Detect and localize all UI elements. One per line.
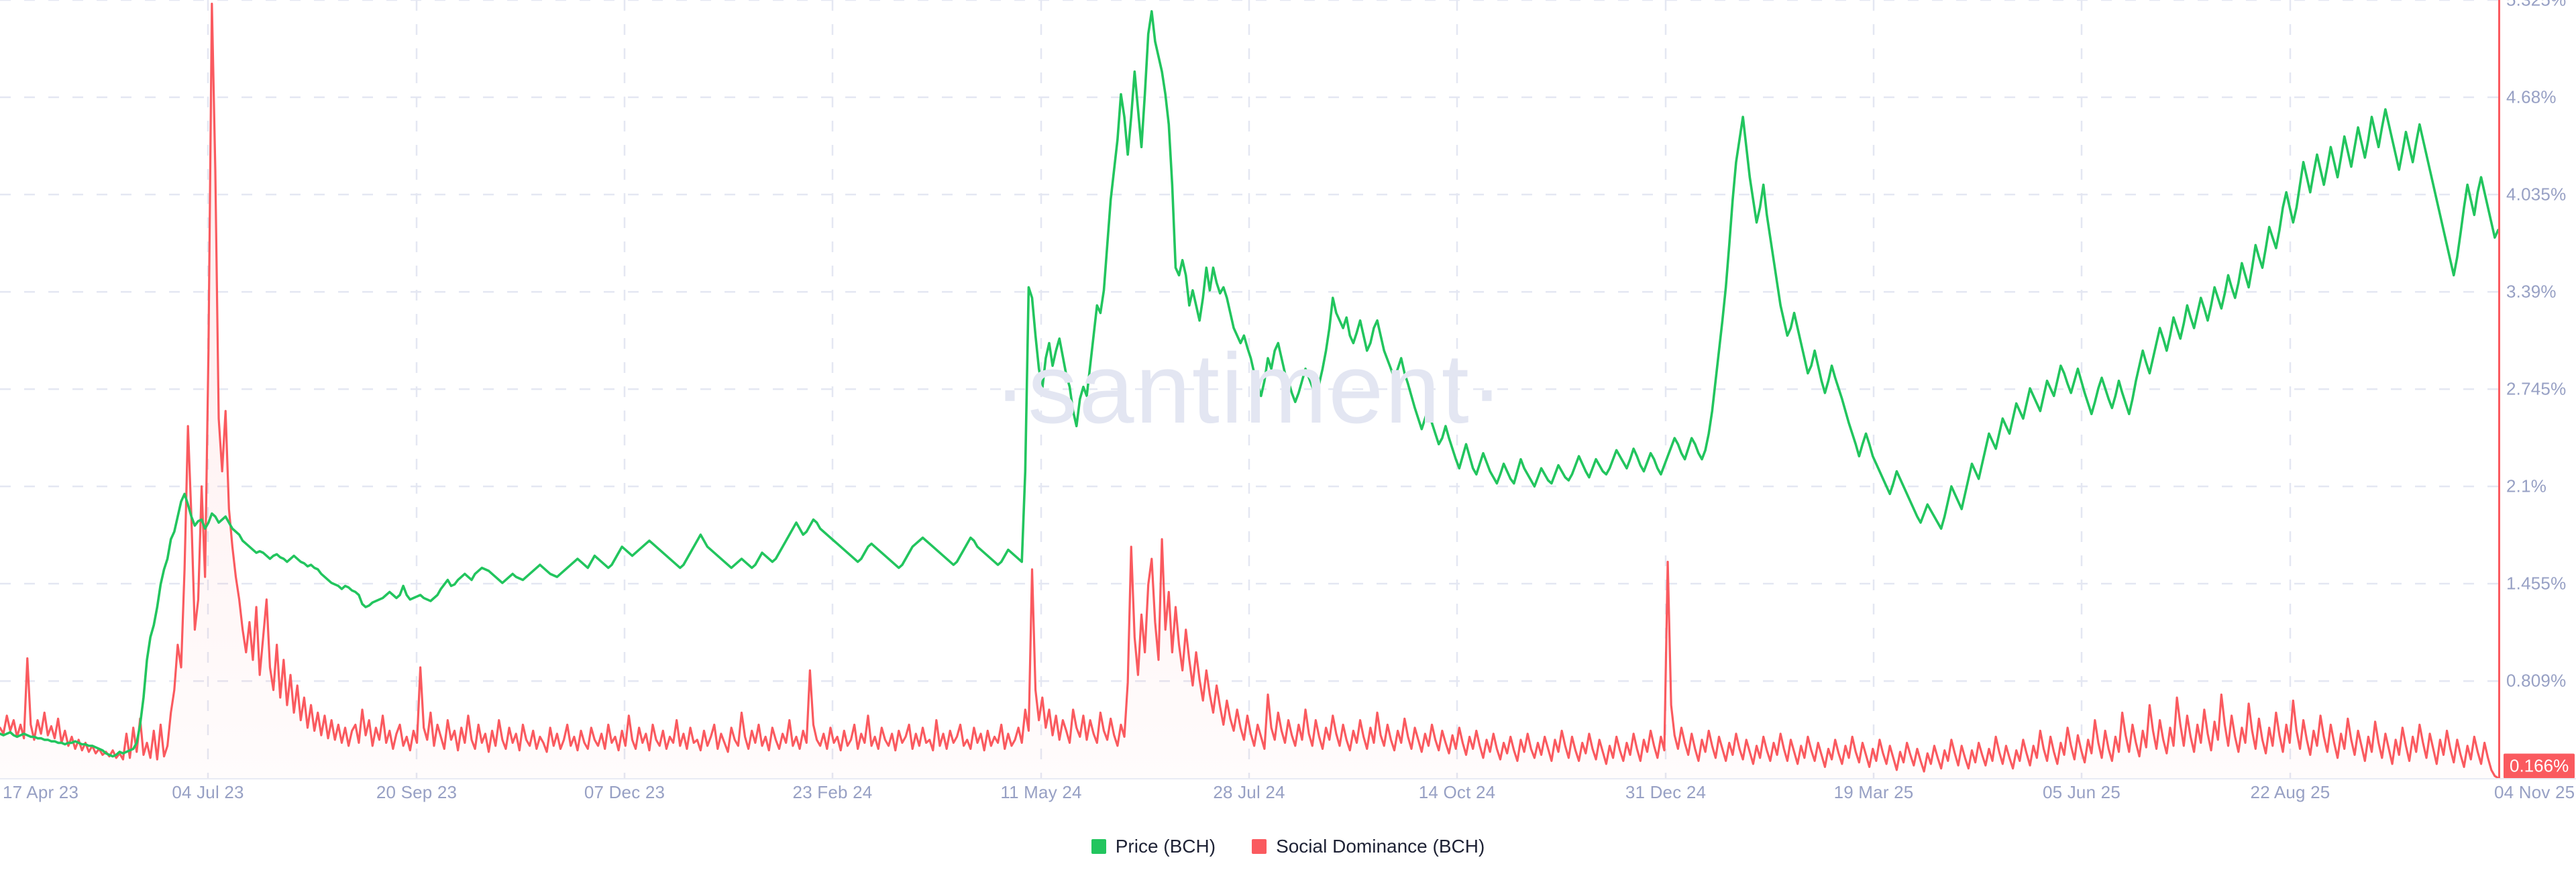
- legend-label: Price (BCH): [1115, 836, 1216, 857]
- x-tick-label-3: 07 Dec 23: [584, 782, 665, 802]
- y-axis-right: 5.325% 4.68% 4.035% 3.39% 2.745% 2.1% 1.455% 0.…: [2498, 0, 2576, 779]
- plot-area[interactable]: ·santiment·: [0, 0, 2498, 778]
- vertical-gridlines: [207, 0, 2292, 778]
- x-tick-label-12: 04 Nov 25: [2494, 782, 2575, 802]
- x-tick-label-11: 22 Aug 25: [2250, 782, 2330, 802]
- x-tick-label-2: 20 Sep 23: [376, 782, 458, 802]
- y-tick-label-0: 5.325%: [2506, 0, 2566, 11]
- y-tick-label-5: 2.1%: [2506, 476, 2547, 496]
- x-tick-label-4: 23 Feb 24: [792, 782, 873, 802]
- x-axis-labels: 17 Apr 23 04 Jul 23 20 Sep 23 07 Dec 23 23 F…: [0, 782, 2576, 813]
- legend-swatch-icon: [1252, 839, 1267, 854]
- x-tick-label-8: 31 Dec 24: [1625, 782, 1707, 802]
- x-tick-label-1: 04 Jul 23: [172, 782, 244, 802]
- y-tick-label-4: 2.745%: [2506, 378, 2567, 399]
- chart-legend: Price (BCH) Social Dominance (BCH): [0, 830, 2576, 863]
- y-tick-label-1: 4.68%: [2506, 87, 2557, 107]
- legend-swatch-icon: [1091, 839, 1106, 854]
- y-tick-label-7: 0.809%: [2506, 670, 2567, 691]
- chart-canvas: [0, 0, 2498, 778]
- x-tick-label-10: 05 Jun 25: [2042, 782, 2121, 802]
- y-axis-line: [2498, 0, 2500, 778]
- y-tick-label-6: 1.455%: [2506, 573, 2567, 594]
- y-tick-label-2: 4.035%: [2506, 184, 2567, 205]
- legend-item-price[interactable]: Price (BCH): [1091, 836, 1216, 857]
- x-tick-label-9: 19 Mar 25: [1833, 782, 1914, 802]
- x-tick-label-0: 17 Apr 23: [3, 782, 79, 802]
- last-value-badge: 0.166%: [2504, 753, 2575, 779]
- y-tick-label-3: 3.39%: [2506, 281, 2557, 302]
- price-line[interactable]: [0, 10, 2498, 758]
- x-tick-label-7: 14 Oct 24: [1418, 782, 1496, 802]
- social-dominance-line[interactable]: [0, 3, 2498, 778]
- x-tick-label-6: 28 Jul 24: [1213, 782, 1285, 802]
- x-tick-label-5: 11 May 24: [1000, 782, 1082, 802]
- legend-label: Social Dominance (BCH): [1276, 836, 1485, 857]
- legend-item-social-dominance[interactable]: Social Dominance (BCH): [1252, 836, 1485, 857]
- x-axis-line: [0, 778, 2576, 779]
- social-dominance-area: [0, 3, 2498, 778]
